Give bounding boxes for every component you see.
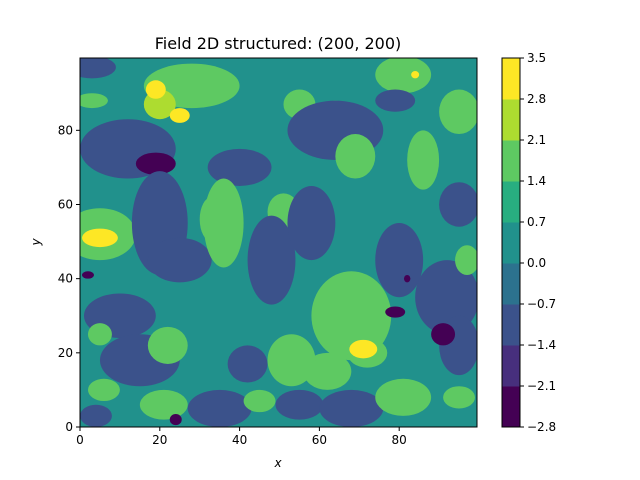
y-tick-label: 0 — [65, 420, 73, 434]
heatmap-region-48 — [403, 274, 411, 283]
heatmap-region-39 — [275, 389, 324, 420]
plot-frame — [79, 57, 478, 428]
colorbar-tick-label: 1.4 — [527, 174, 546, 188]
heatmap-region-21 — [187, 389, 252, 427]
heatmap-region-17 — [87, 378, 120, 402]
colorbar-band-8 — [502, 58, 520, 100]
heatmap-region-18 — [139, 389, 188, 420]
heatmap-region-33 — [335, 134, 376, 179]
colorbar-tick-label: 2.8 — [527, 92, 546, 106]
colorbar-band-0 — [502, 386, 520, 428]
y-axis: 0 20 40 60 80 — [58, 123, 80, 434]
colorbar-ticks: 3.5 2.8 2.1 1.4 0.7 0.0 −0.7 −1.4 −2.1 −2.8 — [520, 51, 556, 434]
x-axis: 0 20 40 60 80 — [76, 427, 407, 447]
heatmap-region-29 — [287, 185, 336, 261]
chart-title: Field 2D structured: (200, 200) — [155, 34, 402, 53]
y-tick-label: 80 — [58, 123, 73, 137]
heatmap-region-43 — [375, 223, 424, 298]
colorbar-band-4 — [502, 222, 520, 264]
colorbar-tick-label: −2.1 — [527, 379, 556, 393]
heatmap-region-22 — [227, 345, 268, 383]
colorbar-tick-label: 0.7 — [527, 215, 546, 229]
x-tick-label: 0 — [76, 433, 84, 447]
heatmap-region-24 — [207, 148, 272, 186]
colorbar-band-6 — [502, 140, 520, 182]
heatmap-regions — [80, 58, 477, 427]
heatmap-region-7 — [135, 152, 176, 175]
y-tick-label: 60 — [58, 197, 73, 211]
heatmap-region-38 — [267, 334, 316, 387]
heatmap-region-51 — [375, 58, 432, 94]
heatmap-region-55 — [439, 182, 477, 227]
colorbar-tick-label: −1.4 — [527, 338, 556, 352]
heatmap-region-50 — [439, 89, 477, 135]
heatmap-region-23 — [243, 389, 276, 413]
colorbar-tick-label: −2.8 — [527, 420, 556, 434]
heatmap-region-0 — [80, 58, 116, 79]
heatmap-region-9 — [81, 228, 118, 248]
colorbar-band-5 — [502, 181, 520, 223]
x-tick-label: 60 — [312, 433, 327, 447]
x-tick-label: 40 — [232, 433, 247, 447]
heatmap-region-13 — [147, 237, 212, 283]
heatmap-region-10 — [81, 271, 94, 279]
heatmap-region-37 — [303, 352, 352, 390]
heatmap-region-26 — [199, 197, 224, 242]
heatmap-region-34 — [311, 271, 392, 361]
heatmap-region-20 — [169, 414, 182, 426]
heatmap-region-6 — [80, 93, 108, 109]
colorbar-frame — [501, 57, 521, 428]
y-axis-label: y — [29, 238, 43, 247]
heatmap-region-36 — [349, 339, 378, 359]
heatmap-region-47 — [385, 306, 406, 318]
heatmap-region-52 — [411, 70, 420, 79]
heatmap-region-46 — [431, 323, 456, 346]
heatmap-region-44 — [415, 260, 477, 335]
colorbar-tick-label: 0.0 — [527, 256, 546, 270]
heatmap-region-15 — [147, 326, 188, 364]
heatmap-region-40 — [319, 389, 384, 427]
x-axis-label: x — [273, 456, 282, 470]
heatmap-region-5 — [145, 80, 166, 99]
colorbar-band-1 — [502, 345, 520, 387]
colorbar-band-3 — [502, 263, 520, 305]
x-tick-label: 80 — [392, 433, 407, 447]
heatmap-region-49 — [407, 130, 440, 190]
colorbar-tick-label: 3.5 — [527, 51, 546, 65]
heatmap-region-41 — [375, 378, 432, 416]
x-tick-label: 20 — [152, 433, 167, 447]
colorbar-tick-label: 2.1 — [527, 133, 546, 147]
heatmap-region-16 — [87, 323, 112, 346]
heatmap-region-53 — [375, 89, 416, 112]
heatmap-region-4 — [169, 108, 190, 123]
heatmap-region-28 — [247, 215, 296, 305]
y-tick-label: 20 — [58, 346, 73, 360]
colorbar-band-7 — [502, 99, 520, 141]
y-tick-label: 40 — [58, 272, 73, 286]
colorbar — [502, 58, 520, 428]
colorbar-band-2 — [502, 304, 520, 346]
heatmap-region-42 — [443, 386, 476, 409]
colorbar-tick-label: −0.7 — [527, 297, 556, 311]
heatmap-region-54 — [455, 245, 477, 275]
heatmap-plot-area — [80, 58, 477, 427]
heatmap-region-19 — [80, 404, 112, 427]
